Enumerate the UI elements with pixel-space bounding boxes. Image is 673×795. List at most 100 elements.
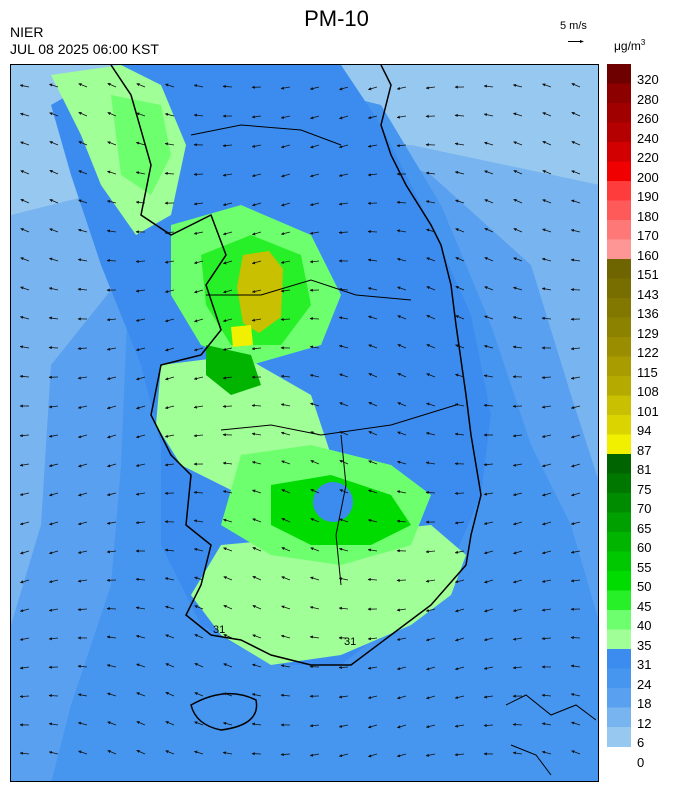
wind-arrow [222, 461, 233, 465]
wind-arrow [106, 405, 117, 410]
wind-arrow [164, 548, 175, 552]
wind-arrow [136, 376, 146, 381]
wind-arrow [396, 115, 407, 119]
wind-arrow [193, 434, 204, 438]
wind-arrow [541, 257, 552, 262]
wind-arrow [367, 695, 378, 699]
wind-arrow [49, 83, 59, 88]
legend-label: 31 [637, 657, 652, 672]
wind-arrow [309, 605, 320, 610]
wind-arrow [367, 637, 378, 641]
legend-swatch [607, 317, 631, 338]
wind-arrow [368, 344, 378, 349]
wind-arrow [338, 144, 349, 149]
wind-arrow [48, 463, 59, 468]
wind-arrow [310, 431, 320, 436]
map-canvas: 31 31 [11, 65, 598, 781]
wind-arrow [78, 199, 88, 204]
wind-arrow [77, 434, 88, 439]
jeju-coastline [190, 692, 258, 731]
legend-swatch [607, 103, 631, 123]
wind-arrow [368, 315, 378, 320]
wind-arrow [542, 170, 552, 175]
wind-arrow [135, 200, 146, 204]
wind-arrow [397, 344, 407, 349]
legend-label: 122 [637, 345, 659, 360]
wind-arrow [222, 318, 233, 323]
wind-arrow [512, 608, 523, 612]
wind-arrow [165, 750, 175, 755]
wind-arrow [310, 144, 320, 149]
wind-arrow [251, 347, 262, 351]
wind-arrow [455, 315, 465, 320]
wind-arrow [309, 202, 320, 207]
wind-arrow [483, 492, 494, 496]
legend-swatch [607, 337, 631, 357]
wind-arrow [77, 346, 88, 351]
legend-swatch [607, 649, 631, 669]
wind-arrow [571, 750, 581, 755]
wind-arrow [426, 666, 436, 671]
wind-arrow [571, 492, 581, 497]
wind-arrow [338, 665, 349, 670]
wind-arrow [252, 547, 262, 552]
wind-arrow [19, 374, 30, 379]
wind-arrow [512, 345, 523, 349]
legend-swatch [607, 122, 631, 143]
legend-swatch [607, 298, 631, 318]
wind-arrow [454, 550, 465, 554]
wind-arrow [281, 173, 291, 178]
wind-arrow [106, 229, 117, 233]
wind-arrow [222, 376, 233, 380]
legend-swatch [607, 64, 631, 84]
wind-arrow [193, 405, 204, 409]
wind-arrow [571, 141, 581, 146]
legend-swatch [607, 356, 631, 377]
wind-arrow [570, 228, 581, 233]
legend-swatch [607, 395, 631, 416]
legend-swatch [607, 629, 631, 650]
wind-arrow [483, 550, 494, 555]
wind-arrow [512, 316, 523, 320]
wind-arrow [513, 550, 523, 555]
wind-arrow [135, 634, 146, 639]
wind-arrow [280, 317, 291, 322]
wind-arrow [19, 521, 30, 526]
wind-arrow [513, 112, 523, 117]
wind-arrow [19, 608, 30, 613]
wind-arrow [367, 577, 378, 582]
wind-arrow [48, 608, 59, 612]
wind-arrow [135, 434, 146, 439]
wind-arrow [397, 373, 407, 378]
legend-swatch [607, 434, 631, 455]
wind-arrow [106, 492, 117, 497]
wind-arrow [541, 287, 552, 291]
wind-arrow [135, 171, 146, 175]
wind-arrow [48, 287, 59, 291]
wind-arrow [193, 376, 204, 381]
wind-arrow [484, 608, 494, 613]
wind-arrow [425, 431, 436, 436]
wind-arrow [48, 637, 59, 641]
wind-arrow [223, 663, 233, 668]
wind-arrow [426, 373, 436, 378]
wind-arrow [571, 112, 581, 117]
wind-arrow [309, 665, 320, 669]
wind-arrow [164, 112, 175, 117]
wind-arrow [483, 403, 494, 408]
wind-arrow [49, 170, 59, 175]
wind-arrow [48, 722, 59, 726]
wind-arrow [19, 315, 30, 320]
wind-arrow [338, 724, 349, 728]
wind-arrow [368, 402, 378, 407]
legend-label: 35 [637, 637, 652, 653]
legend-label: 75 [637, 481, 652, 497]
wind-arrow [280, 752, 291, 757]
wind-arrow [484, 170, 494, 175]
legend-label: 18 [637, 696, 652, 711]
wind-arrow [48, 316, 59, 320]
wind-arrow [367, 144, 378, 148]
wind-arrow [48, 346, 59, 350]
wind-arrow [251, 144, 262, 148]
wind-arrow [338, 316, 349, 320]
